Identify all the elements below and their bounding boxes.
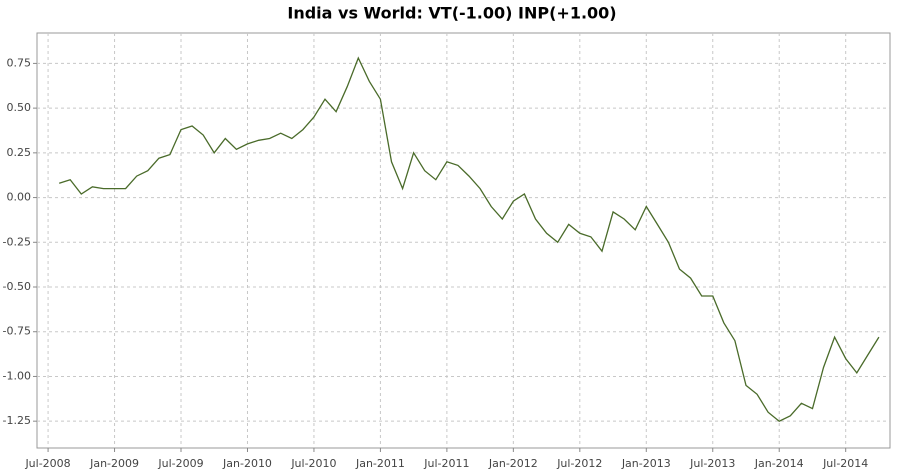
y-tick-label: 0.25 bbox=[7, 146, 32, 159]
x-tick-label: Jan-2013 bbox=[621, 457, 671, 470]
plot-area bbox=[36, 32, 891, 449]
x-tick-label: Jul-2011 bbox=[423, 457, 469, 470]
x-tick-label: Jul-2012 bbox=[556, 457, 602, 470]
x-tick-label: Jan-2009 bbox=[89, 457, 139, 470]
y-tick-label: 0.50 bbox=[7, 101, 32, 114]
y-tick-label: -1.00 bbox=[3, 369, 31, 382]
y-tick-label: -1.25 bbox=[3, 414, 31, 427]
x-tick-label: Jan-2010 bbox=[222, 457, 272, 470]
x-tick-label: Jul-2009 bbox=[157, 457, 203, 470]
y-tick-label: -0.25 bbox=[3, 235, 31, 248]
chart-title: India vs World: VT(-1.00) INP(+1.00) bbox=[287, 4, 616, 23]
y-tick-label: -0.50 bbox=[3, 280, 31, 293]
x-tick-label: Jul-2013 bbox=[689, 457, 735, 470]
y-tick-label: -0.75 bbox=[3, 325, 31, 338]
y-tick-label: 0.00 bbox=[7, 191, 32, 204]
x-tick-label: Jan-2012 bbox=[488, 457, 538, 470]
x-tick-label: Jul-2008 bbox=[24, 457, 70, 470]
x-tick-label: Jan-2011 bbox=[355, 457, 405, 470]
x-tick-label: Jul-2014 bbox=[822, 457, 868, 470]
line-series bbox=[58, 56, 880, 422]
y-tick-label: 0.75 bbox=[7, 56, 32, 69]
x-tick-label: Jan-2014 bbox=[754, 457, 804, 470]
x-tick-label: Jul-2010 bbox=[290, 457, 336, 470]
